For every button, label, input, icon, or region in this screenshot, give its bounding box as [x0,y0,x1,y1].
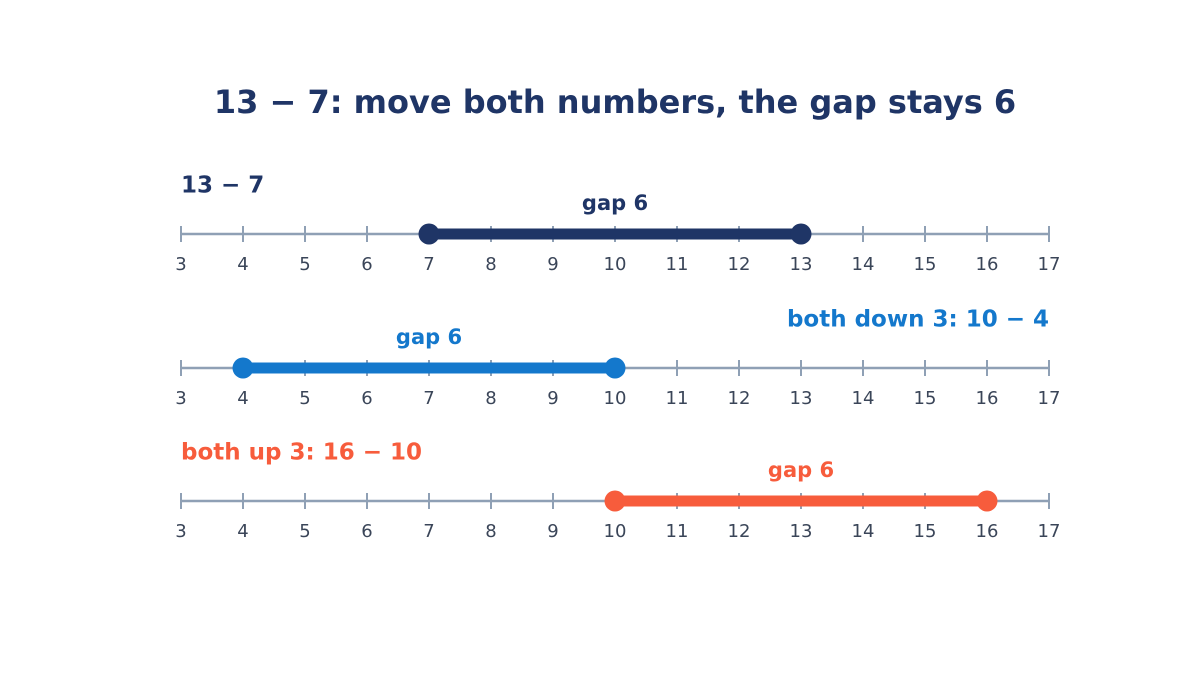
x-tick-label: 15 [914,388,937,409]
x-tick-label: 16 [976,388,999,409]
x-tick-label: 6 [361,388,372,409]
row-label: both down 3: 10 − 4 [787,307,1049,333]
x-tick-label: 6 [361,254,372,275]
x-tick-label: 10 [604,254,627,275]
end-point [604,357,626,379]
x-tick-label: 8 [485,388,496,409]
x-tick-label: 9 [547,521,558,542]
x-tick-label: 17 [1038,521,1061,542]
x-tick-label: 11 [666,388,689,409]
x-tick-label: 13 [790,254,813,275]
x-tick-label: 13 [790,521,813,542]
x-tick-label: 15 [914,254,937,275]
x-tick-label: 14 [852,254,875,275]
x-tick-label: 15 [914,521,937,542]
x-tick-label: 7 [423,254,434,275]
start-point [604,490,626,512]
x-tick-label: 3 [175,521,186,542]
x-tick-label: 11 [666,254,689,275]
x-tick-label: 7 [423,521,434,542]
x-tick-label: 5 [299,521,310,542]
x-tick-label: 17 [1038,254,1061,275]
end-point [976,490,998,512]
row-label: 13 − 7 [181,173,264,199]
x-tick-label: 14 [852,388,875,409]
x-tick-label: 4 [237,388,248,409]
x-tick-label: 12 [728,521,751,542]
start-point [418,223,440,245]
x-tick-label: 7 [423,388,434,409]
x-tick-label: 8 [485,254,496,275]
x-tick-label: 5 [299,388,310,409]
x-tick-label: 9 [547,388,558,409]
end-point [790,223,812,245]
x-tick-label: 3 [175,254,186,275]
x-tick-label: 16 [976,254,999,275]
x-tick-label: 8 [485,521,496,542]
x-tick-label: 4 [237,254,248,275]
x-tick-label: 12 [728,388,751,409]
x-tick-label: 10 [604,521,627,542]
x-tick-label: 4 [237,521,248,542]
x-tick-label: 14 [852,521,875,542]
x-tick-label: 11 [666,521,689,542]
start-point [232,357,254,379]
x-tick-label: 6 [361,521,372,542]
x-tick-label: 5 [299,254,310,275]
gap-label: gap 6 [768,458,834,482]
gap-label: gap 6 [396,325,462,349]
gap-label: gap 6 [582,191,648,215]
x-tick-label: 16 [976,521,999,542]
x-tick-label: 10 [604,388,627,409]
x-tick-label: 12 [728,254,751,275]
x-tick-label: 17 [1038,388,1061,409]
x-tick-label: 13 [790,388,813,409]
title: 13 − 7: move both numbers, the gap stays… [214,83,1016,121]
x-tick-label: 9 [547,254,558,275]
row-label: both up 3: 16 − 10 [181,440,422,466]
x-tick-label: 3 [175,388,186,409]
